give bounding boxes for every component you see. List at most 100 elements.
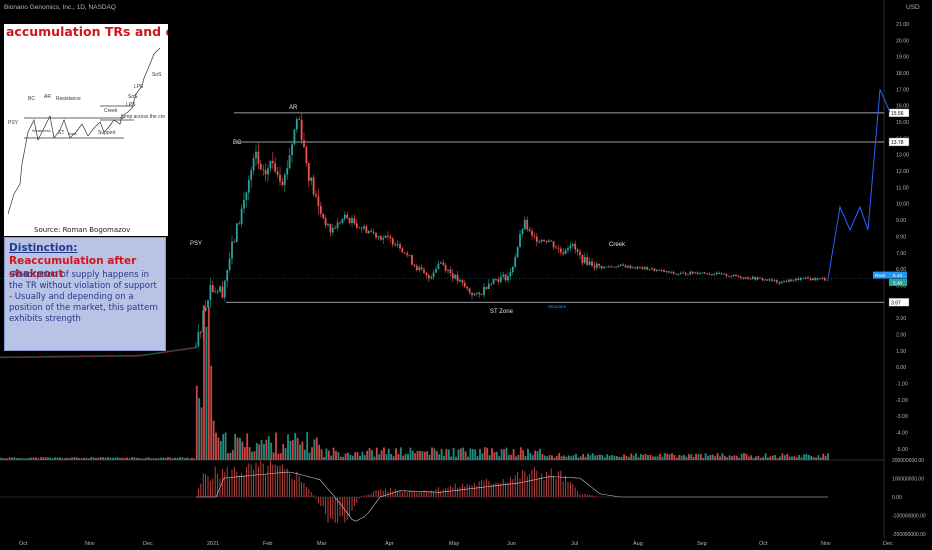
candle-body: [363, 226, 365, 229]
candle-body: [619, 264, 622, 266]
volume-bar: [539, 448, 541, 460]
candle-body: [557, 248, 560, 250]
diagram-label-lpe: LPE: [134, 84, 144, 90]
candle-body: [581, 254, 584, 264]
volume-bar: [193, 458, 196, 460]
volume-bar: [570, 456, 573, 460]
volume-bar: [80, 457, 83, 460]
osc-signal-line: [196, 471, 828, 522]
volume-bar: [445, 448, 448, 460]
candle-body: [401, 248, 404, 253]
volume-bar: [339, 456, 342, 460]
volume-bar: [236, 437, 239, 460]
volume-bar: [203, 305, 205, 460]
candle-body: [562, 252, 565, 254]
volume-bar: [155, 458, 157, 460]
volume-bar: [30, 457, 33, 460]
volume-bar: [510, 454, 513, 460]
note-title-rest: Reaccumulation after shakeout: [9, 255, 137, 280]
price-tick-label: 11.00: [896, 185, 909, 191]
volume-bar: [330, 455, 333, 460]
volume-bar: [188, 458, 191, 460]
candle-body: [615, 266, 617, 268]
volume-bar: [738, 457, 741, 460]
volume-bar: [56, 457, 59, 460]
candle-body: [492, 278, 495, 284]
osc-tick-label: -100000000.00: [892, 514, 926, 520]
candle-body: [396, 244, 399, 246]
volume-bar: [121, 457, 124, 460]
volume-bar: [827, 453, 829, 460]
volume-bar: [279, 453, 282, 460]
candle-body: [382, 238, 385, 240]
volume-bar: [337, 452, 340, 460]
volume-bar: [822, 453, 825, 460]
volume-bar: [762, 456, 765, 460]
diagram-label-weakness: Weakness: [32, 128, 51, 133]
volume-bar: [680, 455, 683, 460]
candle-body: [223, 280, 226, 298]
volume-bar: [575, 453, 577, 460]
volume-bar: [351, 455, 354, 460]
volume-bar: [637, 457, 640, 460]
volume-bar: [8, 457, 11, 460]
candle-body: [329, 224, 332, 233]
osc-tick-label: 0.00: [892, 495, 902, 501]
volume-bar: [198, 398, 201, 460]
volume-bar: [289, 440, 292, 460]
volume-bar: [548, 454, 551, 460]
volume-bar: [769, 456, 772, 460]
candle-body: [730, 276, 733, 278]
volume-bar: [507, 454, 510, 460]
volume-bar: [659, 453, 661, 460]
candle-body: [559, 248, 562, 253]
candle-body: [687, 274, 689, 276]
volume-bar: [3, 458, 6, 460]
price-badge-last: [889, 278, 907, 286]
volume-bar: [277, 453, 280, 460]
candle-body: [583, 257, 586, 264]
candle-body: [317, 196, 320, 206]
volume-bar: [671, 453, 673, 460]
candle-body: [415, 265, 418, 271]
volume-bar: [428, 454, 431, 460]
candle-body: [485, 286, 488, 290]
price-tick-label: 15.00: [896, 120, 909, 126]
candle-body: [274, 163, 277, 172]
volume-bar: [402, 455, 405, 460]
candle-body: [802, 277, 805, 279]
candle-body: [430, 276, 433, 279]
volume-bar: [452, 448, 455, 460]
candle-body: [739, 276, 742, 278]
candle-body: [480, 294, 483, 296]
candle-body: [675, 273, 677, 275]
volume-bar: [392, 456, 395, 460]
time-tick-label: Apr: [385, 541, 394, 547]
level-label-box: [888, 108, 910, 118]
volume-bar: [582, 454, 585, 460]
chart-header-title: Bionano Genomics, Inc., 1D, NASDAQ: [4, 4, 116, 11]
candle-body: [437, 263, 440, 270]
volume-bar: [798, 454, 801, 460]
diagram-label-psy: PSY: [8, 120, 19, 126]
volume-bar: [27, 457, 30, 460]
chart-annotation: PSY: [190, 241, 202, 247]
candle-body: [787, 279, 790, 283]
volume-bar: [246, 433, 249, 460]
volume-bar: [551, 455, 553, 460]
candle-body: [293, 129, 296, 145]
candle-body: [276, 171, 279, 175]
candle-body: [454, 274, 457, 279]
candle-body: [298, 118, 301, 120]
volume-bar: [673, 454, 676, 460]
level-label-box: [888, 298, 910, 307]
volume-bar: [709, 454, 712, 460]
candle-body: [823, 278, 826, 281]
volume-bar: [800, 457, 803, 460]
volume-bar: [783, 455, 786, 460]
volume-bar: [486, 447, 489, 460]
volume-bar: [584, 457, 587, 460]
candle-body: [677, 274, 680, 275]
volume-bar: [687, 454, 690, 460]
